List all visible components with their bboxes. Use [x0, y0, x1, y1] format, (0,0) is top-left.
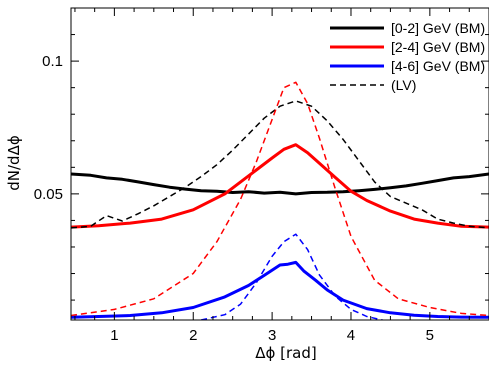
x-tick-label-1: 2 — [189, 327, 197, 344]
x-tick-label-4: 5 — [426, 327, 434, 344]
series-line-4 — [71, 81, 489, 317]
y-tick-label-0: 0.05 — [34, 186, 63, 203]
legend-label-3: (LV) — [391, 77, 416, 93]
x-axis-label: Δϕ [rad] — [255, 344, 317, 362]
series-line-1 — [71, 143, 489, 229]
series-line-2 — [71, 260, 489, 319]
x-tick-label-3: 4 — [347, 327, 355, 344]
y-axis-label: dN/dΔϕ — [5, 135, 23, 191]
series-line-0 — [71, 172, 489, 196]
plot-frame — [70, 7, 489, 321]
legend-label-0: [0-2] GeV (BM) — [391, 20, 485, 36]
legend: [0-2] GeV (BM) [2-4] GeV (BM) [4-6] GeV (B… — [330, 20, 485, 93]
legend-label-2: [4-6] GeV (BM) — [391, 58, 485, 74]
x-tick-label-2: 3 — [268, 327, 276, 344]
series-layer — [71, 81, 489, 320]
series-line-3 — [71, 100, 489, 229]
y-tick-label-1: 0.1 — [42, 53, 63, 70]
series-line-5 — [200, 233, 383, 320]
legend-label-1: [2-4] GeV (BM) — [391, 39, 485, 55]
ticks-layer: 1 2 3 4 5 0.05 0.1 — [34, 7, 489, 344]
x-tick-label-0: 1 — [110, 327, 118, 344]
